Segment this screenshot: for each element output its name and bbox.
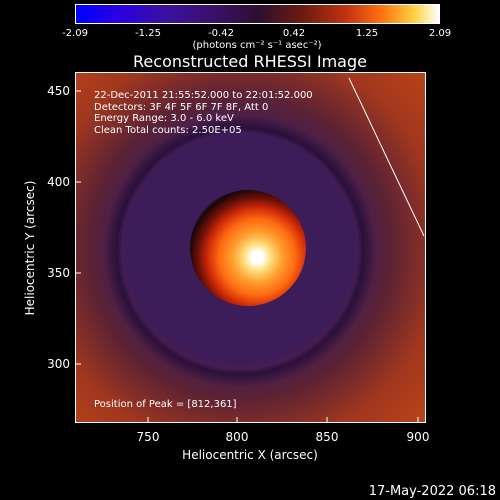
y-tick-label: 450 bbox=[47, 84, 70, 98]
x-tick-label: 800 bbox=[225, 430, 249, 444]
y-tick-label: 350 bbox=[47, 266, 70, 280]
colorbar-tick: 0.42 bbox=[282, 28, 306, 39]
y-tick-label: 300 bbox=[47, 357, 70, 371]
colorbar-unit-label: (photons cm⁻² s⁻¹ asec⁻²) bbox=[192, 40, 322, 51]
x-tick-label: 850 bbox=[315, 430, 339, 444]
y-axis-label: Heliocentric Y (arcsec) bbox=[23, 180, 37, 316]
x-tick-label: 900 bbox=[406, 430, 430, 444]
plot-title: Reconstructed RHESSI Image bbox=[133, 52, 367, 71]
peak-position-label: Position of Peak = [812,361] bbox=[94, 399, 237, 410]
info-line: Detectors: 3F 4F 5F 6F 7F 8F, Att 0 bbox=[94, 101, 269, 113]
colorbar-tick: -0.42 bbox=[208, 28, 234, 39]
info-line: 22-Dec-2011 21:55:52.000 to 22:01:52.000 bbox=[94, 90, 313, 101]
image-plot: 22-Dec-2011 21:55:52.000 to 22:01:52.000… bbox=[75, 72, 426, 423]
info-line: Clean Total counts: 2.50E+05 bbox=[94, 124, 242, 136]
source-blob bbox=[190, 190, 306, 306]
colorbar-tick: 1.25 bbox=[355, 28, 379, 39]
info-line: Energy Range: 3.0 - 6.0 keV bbox=[94, 113, 234, 124]
x-axis-label: Heliocentric X (arcsec) bbox=[182, 448, 318, 462]
x-tick-label: 750 bbox=[136, 430, 160, 444]
colorbar-tick: -1.25 bbox=[135, 28, 161, 39]
colorbar-tick: -2.09 bbox=[62, 28, 88, 39]
colorbar-tick: 2.09 bbox=[428, 28, 452, 39]
y-tick-label: 400 bbox=[47, 175, 70, 189]
limb-line bbox=[348, 77, 425, 237]
colorbar bbox=[75, 4, 440, 24]
timestamp: 17-May-2022 06:18 bbox=[368, 484, 496, 499]
